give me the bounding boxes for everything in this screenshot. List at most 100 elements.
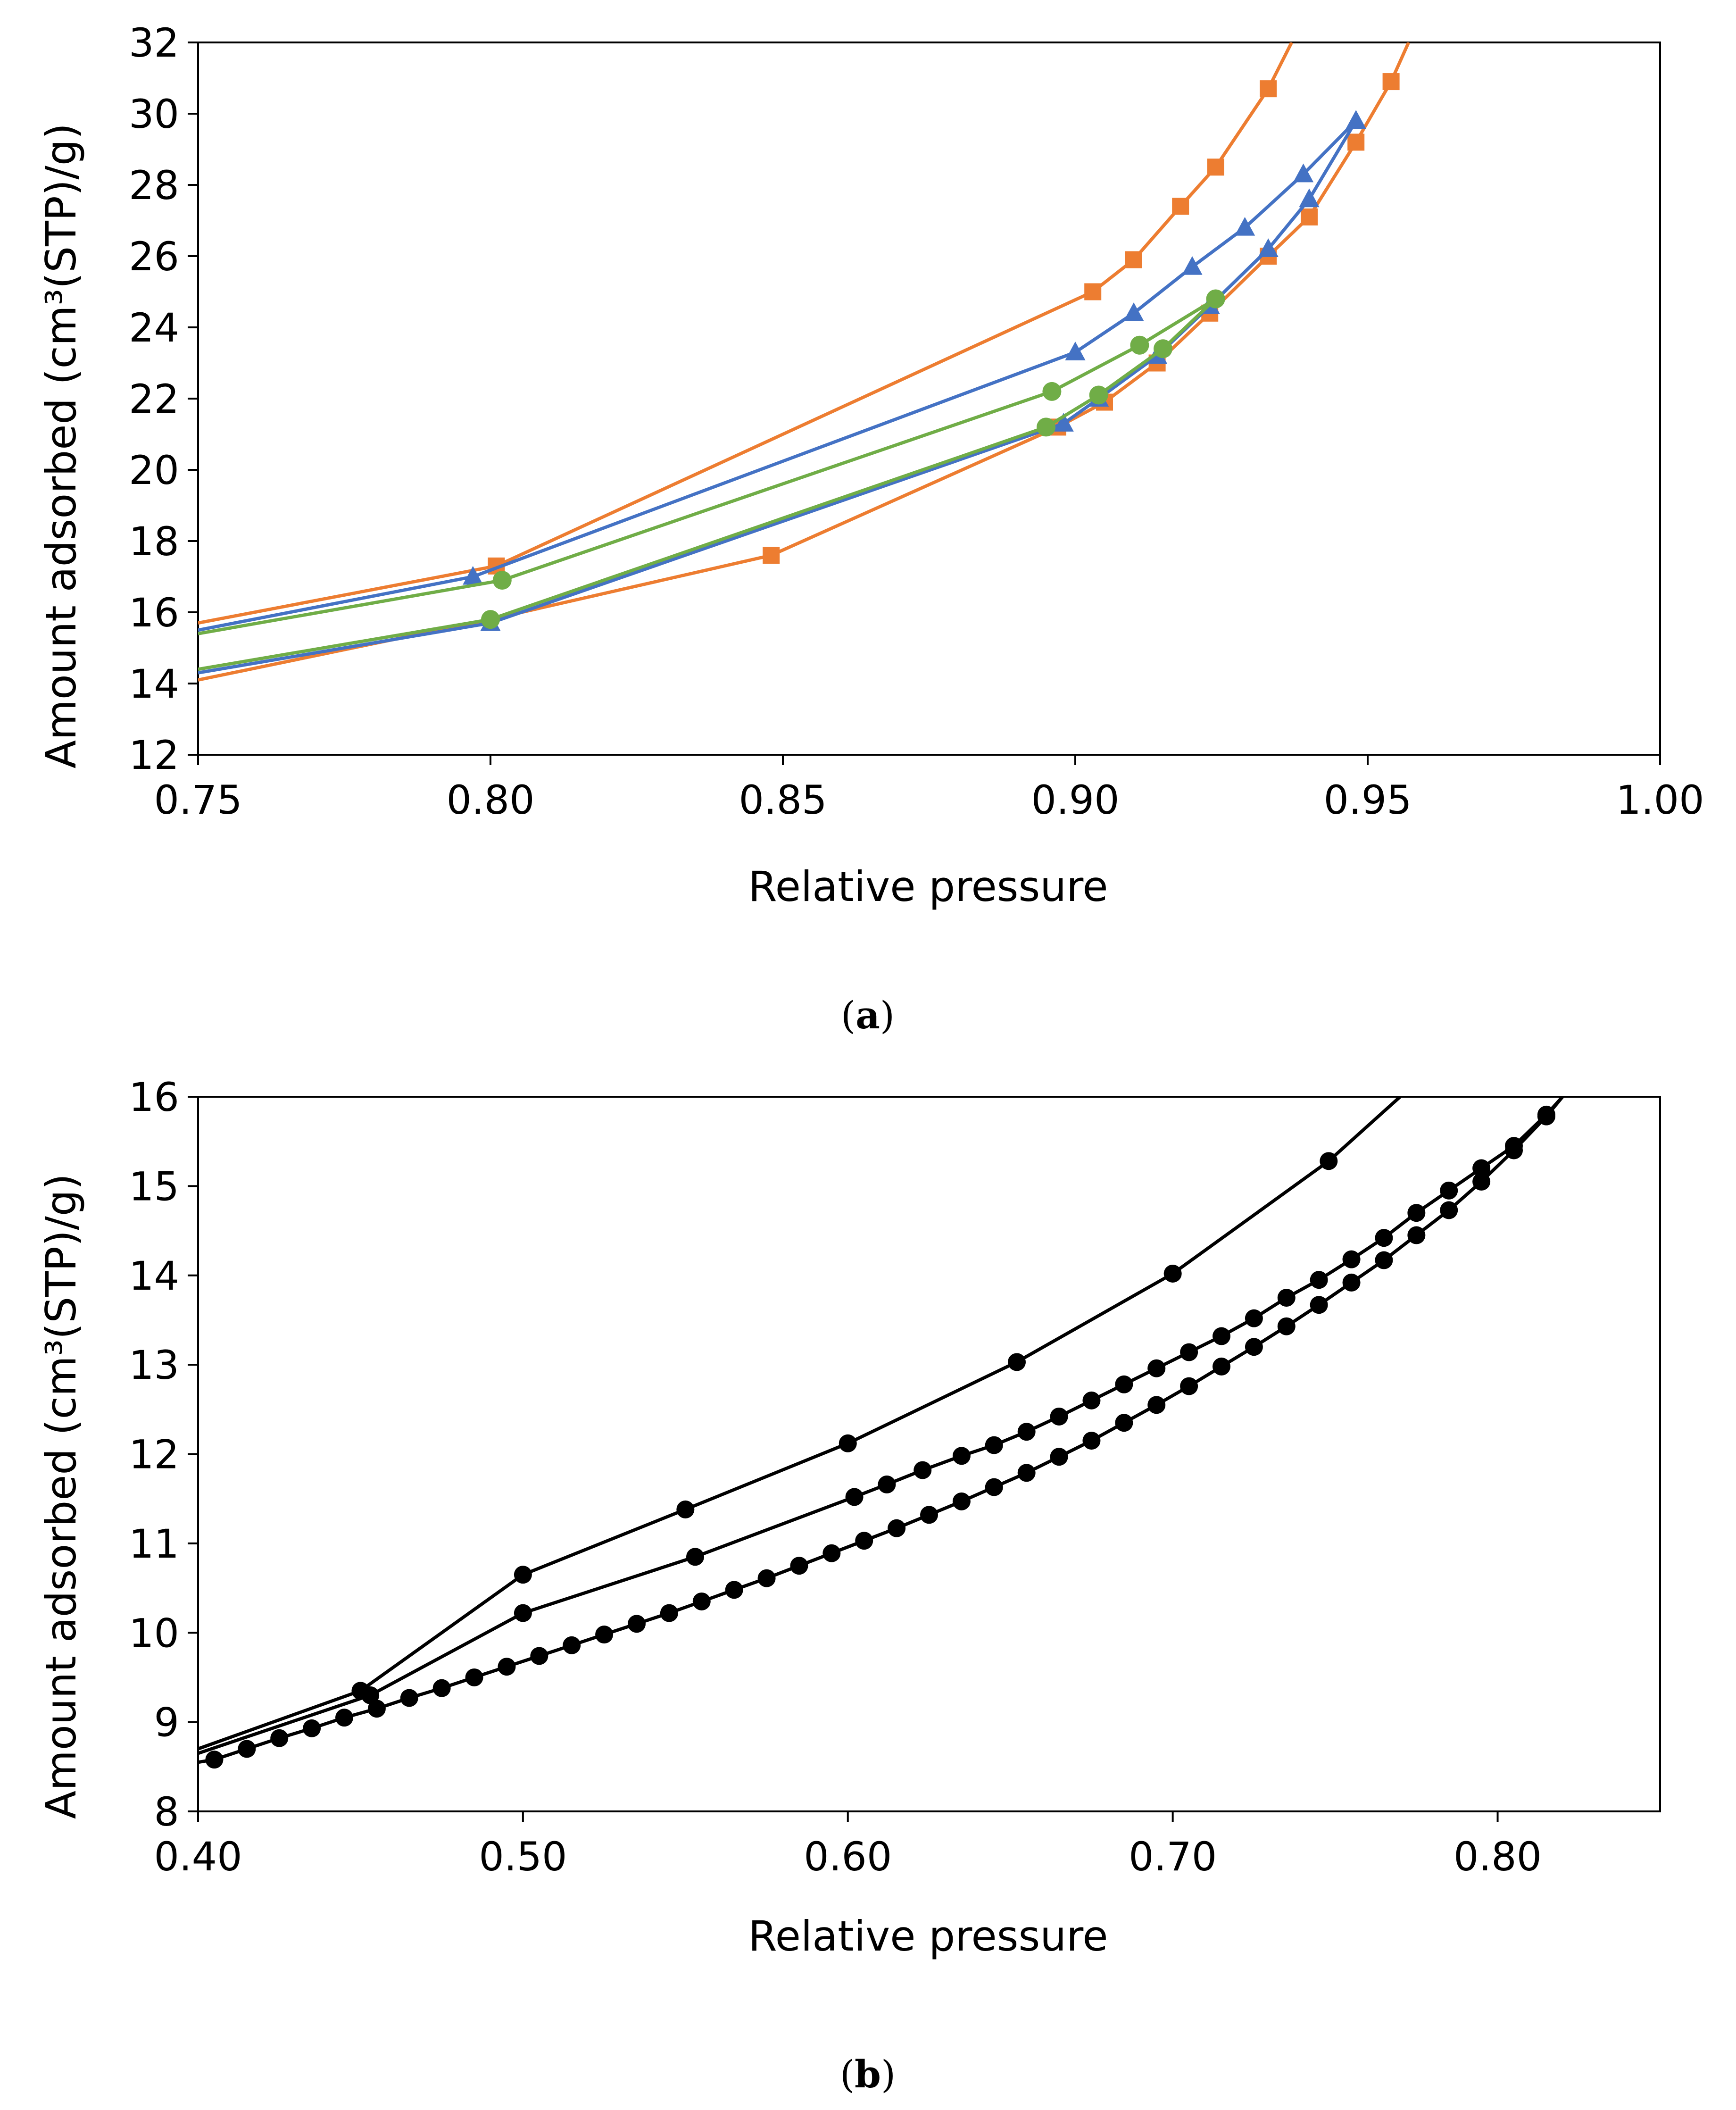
chart-b-point-adsorption <box>563 1636 581 1654</box>
chart-a-point-orange-desorption <box>1084 283 1102 300</box>
chart-b-point-adsorption <box>367 1700 386 1718</box>
chart-b-x-tick-label: 0.60 <box>804 1834 892 1880</box>
chart-b-point-desorption-2 <box>1180 1343 1198 1361</box>
chart-b-point-desorption-2 <box>1375 1229 1393 1247</box>
chart-b-point-adsorption <box>888 1519 906 1537</box>
chart-b-point-adsorption <box>920 1506 938 1524</box>
chart-b-point-adsorption <box>1310 1296 1328 1314</box>
chart-a-point-orange-adsorption <box>763 547 780 564</box>
chart-b-point-adsorption <box>855 1532 873 1550</box>
chart-b-point-adsorption <box>1017 1464 1036 1482</box>
chart-b-point-desorption-2 <box>361 1686 380 1704</box>
chart-a-point-green-adsorption <box>1089 385 1108 405</box>
chart-b-point-adsorption <box>1115 1414 1133 1432</box>
chart-a-series-line-orange-adsorption <box>198 42 1410 682</box>
chart-b-point-adsorption <box>400 1689 418 1707</box>
chart-b-point-desorption-2 <box>1537 1105 1555 1124</box>
chart-a-point-green-desorption <box>1130 335 1149 355</box>
chart-b-point-desorption-2 <box>1147 1359 1166 1377</box>
chart-b-point-adsorption <box>790 1557 808 1575</box>
chart-a-x-tick-label: 1.00 <box>1616 777 1704 823</box>
chart-a-point-blue-adsorption <box>1299 188 1320 208</box>
chart-b-x-axis-title: Relative pressure <box>748 1912 1108 1960</box>
chart-b-point-adsorption <box>1472 1172 1491 1191</box>
chart-a-y-tick-label: 12 <box>129 732 179 778</box>
chart-a-point-orange-adsorption <box>1301 208 1318 225</box>
chart-b-point-adsorption <box>1407 1226 1426 1244</box>
chart-b-point-adsorption <box>595 1626 614 1644</box>
chart-b-point-desorption-2 <box>1082 1391 1101 1409</box>
chart-b-point-adsorption <box>1213 1357 1230 1376</box>
chart-a-point-blue-desorption <box>1123 302 1144 321</box>
chart-b-point-adsorption <box>335 1709 353 1727</box>
chart-b-x-tick-label: 0.40 <box>154 1834 242 1880</box>
chart-a-point-green-desorption <box>1206 289 1225 309</box>
chart-b-point-desorption-2 <box>1213 1327 1230 1345</box>
chart-a-y-tick-label: 20 <box>129 447 179 493</box>
chart-a-y-tick-label: 30 <box>129 91 179 137</box>
chart-b-point-desorption-2 <box>1505 1137 1523 1155</box>
chart-b-point-adsorption <box>530 1647 548 1665</box>
chart-a-series-group <box>198 42 1410 682</box>
chart-a-x-tick-label: 0.90 <box>1031 777 1119 823</box>
chart-a-point-blue-desorption <box>1235 217 1255 236</box>
chart-b-y-tick-label: 16 <box>129 1074 179 1120</box>
chart-a-point-blue-adsorption <box>1053 413 1074 432</box>
chart-a-point-orange-adsorption <box>1382 73 1400 91</box>
chart-b-point-desorption-2 <box>1407 1204 1426 1222</box>
chart-b: 0.40 0.50 0.60 0.70 0.80 8 9 10 11 12 13 14 15 16 Rel… <box>37 1074 1661 2096</box>
chart-b-point-desorption-2 <box>514 1604 532 1622</box>
chart-b-point-desorption-2 <box>878 1475 896 1493</box>
chart-a-x-tick-label: 0.75 <box>154 777 242 823</box>
chart-b-point-desorption-2 <box>686 1548 704 1566</box>
chart-b-plot-area: 0.40 0.50 0.60 0.70 0.80 8 9 10 11 12 13 14 15 16 <box>129 1074 1661 1880</box>
chart-a-x-tick-label: 0.95 <box>1323 777 1412 823</box>
chart-b-point-adsorption <box>465 1668 483 1686</box>
chart-b-y-axis-title: Amount adsorbed (cm³(STP)/g) <box>37 1174 85 1819</box>
chart-a-y-axis-title: Amount adsorbed (cm³(STP)/g) <box>37 123 85 768</box>
chart-a-y-tick-label: 22 <box>129 376 179 422</box>
chart-a-plot-area: 0.75 0.80 0.85 0.90 0.95 1.00 12 14 16 18 20 22 24 26… <box>129 20 1704 823</box>
chart-b-x-tick-label: 0.70 <box>1129 1834 1217 1880</box>
chart-b-point-desorption-1 <box>1008 1353 1026 1371</box>
chart-a-y-tick-label: 24 <box>129 305 179 351</box>
chart-a-y-tick-label: 26 <box>129 234 179 280</box>
chart-b-point-desorption-2 <box>845 1488 864 1506</box>
chart-a-y-tick-label: 32 <box>129 20 179 66</box>
chart-a-series-line-blue-desorption <box>198 119 1357 632</box>
chart-b-point-desorption-2 <box>1440 1181 1458 1200</box>
chart-b-x-tick-label: 0.50 <box>479 1834 567 1880</box>
chart-a-point-blue-adsorption <box>1258 238 1279 257</box>
chart-b-point-desorption-1 <box>1163 1264 1182 1283</box>
chart-b-y-tick-label: 14 <box>129 1253 179 1299</box>
chart-b-y-tick-label: 9 <box>154 1700 179 1746</box>
chart-b-point-desorption-2 <box>1277 1289 1296 1307</box>
chart-a-y-tick-label: 14 <box>129 661 179 707</box>
chart-b-point-adsorption <box>822 1544 841 1562</box>
chart-b-point-desorption-2 <box>1017 1423 1036 1441</box>
chart-b-point-desorption-2 <box>952 1447 971 1465</box>
chart-a-point-blue-desorption <box>1182 256 1203 275</box>
chart-a-point-green-adsorption <box>1037 417 1055 437</box>
chart-a-x-tick-label: 0.80 <box>446 777 534 823</box>
chart-a-point-orange-adsorption <box>1347 133 1365 151</box>
chart-b-point-adsorption <box>985 1478 1003 1496</box>
chart-b-point-desorption-2 <box>1115 1375 1133 1393</box>
chart-a-point-blue-desorption <box>1346 110 1366 129</box>
chart-a: 0.75 0.80 0.85 0.90 0.95 1.00 12 14 16 18 20 22 24 26… <box>37 20 1704 1037</box>
chart-b-point-adsorption <box>1180 1377 1198 1395</box>
chart-b-point-adsorption <box>1375 1251 1393 1269</box>
chart-b-point-desorption-1 <box>1320 1152 1338 1170</box>
chart-b-point-adsorption <box>692 1592 711 1610</box>
chart-b-point-adsorption <box>303 1719 321 1737</box>
chart-b-y-tick-label: 8 <box>154 1789 179 1835</box>
chart-b-point-adsorption <box>628 1615 646 1633</box>
chart-b-point-adsorption <box>1082 1432 1101 1450</box>
chart-b-point-desorption-1 <box>839 1434 857 1452</box>
chart-a-y-tick-label: 18 <box>129 518 179 565</box>
chart-b-point-desorption-1 <box>676 1500 695 1518</box>
chart-b-point-adsorption <box>725 1581 743 1599</box>
chart-b-point-desorption-1 <box>514 1566 532 1584</box>
chart-a-caption: (a) <box>841 993 895 1037</box>
